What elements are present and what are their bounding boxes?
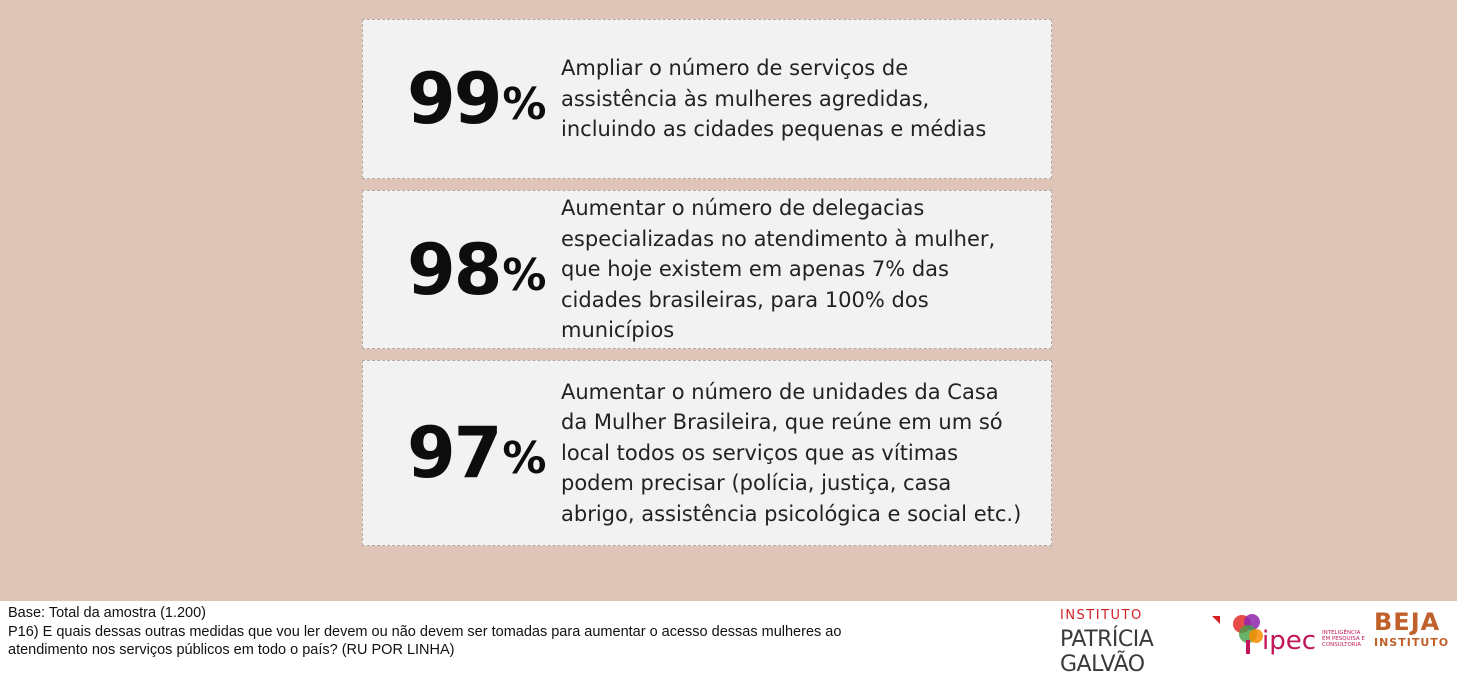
red-flag-icon: [1212, 616, 1220, 624]
ipec-logo: ipec INTELIGÊNCIA EM PESQUISA E CONSULTO…: [1232, 608, 1365, 662]
stat-percent: 99%: [407, 20, 547, 178]
ipec-logo-name: ipec: [1262, 626, 1317, 656]
stat-percent-sign: %: [502, 433, 547, 484]
footnote-base: Base: Total da amostra (1.200): [8, 605, 207, 621]
beja-logo: BEJA INSTITUTO: [1374, 608, 1450, 662]
stat-description-text: Aumentar o número de unidades da Casa da…: [561, 379, 1022, 526]
patricia-galvao-logo: INSTITUTO PATRÍCIA GALVÃO: [1060, 608, 1220, 677]
stat-percent-sign: %: [502, 79, 547, 130]
stat-description: Aumentar o número de unidades da Casa da…: [561, 361, 1031, 545]
patricia-logo-top: INSTITUTO: [1060, 608, 1143, 623]
stat-percent-value: 98: [407, 228, 502, 311]
stat-percent: 97%: [407, 361, 547, 545]
stat-percent: 98%: [407, 191, 547, 348]
stat-card-delegacias: 98% Aumentar o número de delegacias espe…: [362, 190, 1052, 349]
stat-description-text: Ampliar o número de serviços de assistên…: [561, 56, 987, 142]
stat-card-casa-mulher: 97% Aumentar o número de unidades da Cas…: [362, 360, 1052, 546]
beja-logo-sub: INSTITUTO: [1374, 636, 1450, 649]
stat-description-text: Aumentar o número de delegacias especial…: [561, 196, 996, 343]
slide-background: 99% Ampliar o número de serviços de assi…: [0, 0, 1457, 601]
stat-percent-value: 99: [407, 58, 502, 140]
stat-card-services: 99% Ampliar o número de serviços de assi…: [362, 19, 1052, 179]
footnote-question: P16) E quais dessas outras medidas que v…: [8, 623, 842, 659]
ipec-logo-tagline: INTELIGÊNCIA EM PESQUISA E CONSULTORIA: [1322, 630, 1365, 648]
beja-logo-name: BEJA: [1374, 608, 1441, 636]
stat-description: Ampliar o número de serviços de assistên…: [561, 20, 1031, 178]
patricia-logo-name: PATRÍCIA GALVÃO: [1060, 627, 1154, 677]
stat-description: Aumentar o número de delegacias especial…: [561, 191, 1031, 348]
footnote: Base: Total da amostra (1.200) P16) E qu…: [8, 604, 908, 660]
stat-percent-sign: %: [502, 249, 547, 301]
ipec-mark-icon: [1233, 614, 1263, 654]
stat-percent-value: 97: [407, 412, 502, 494]
